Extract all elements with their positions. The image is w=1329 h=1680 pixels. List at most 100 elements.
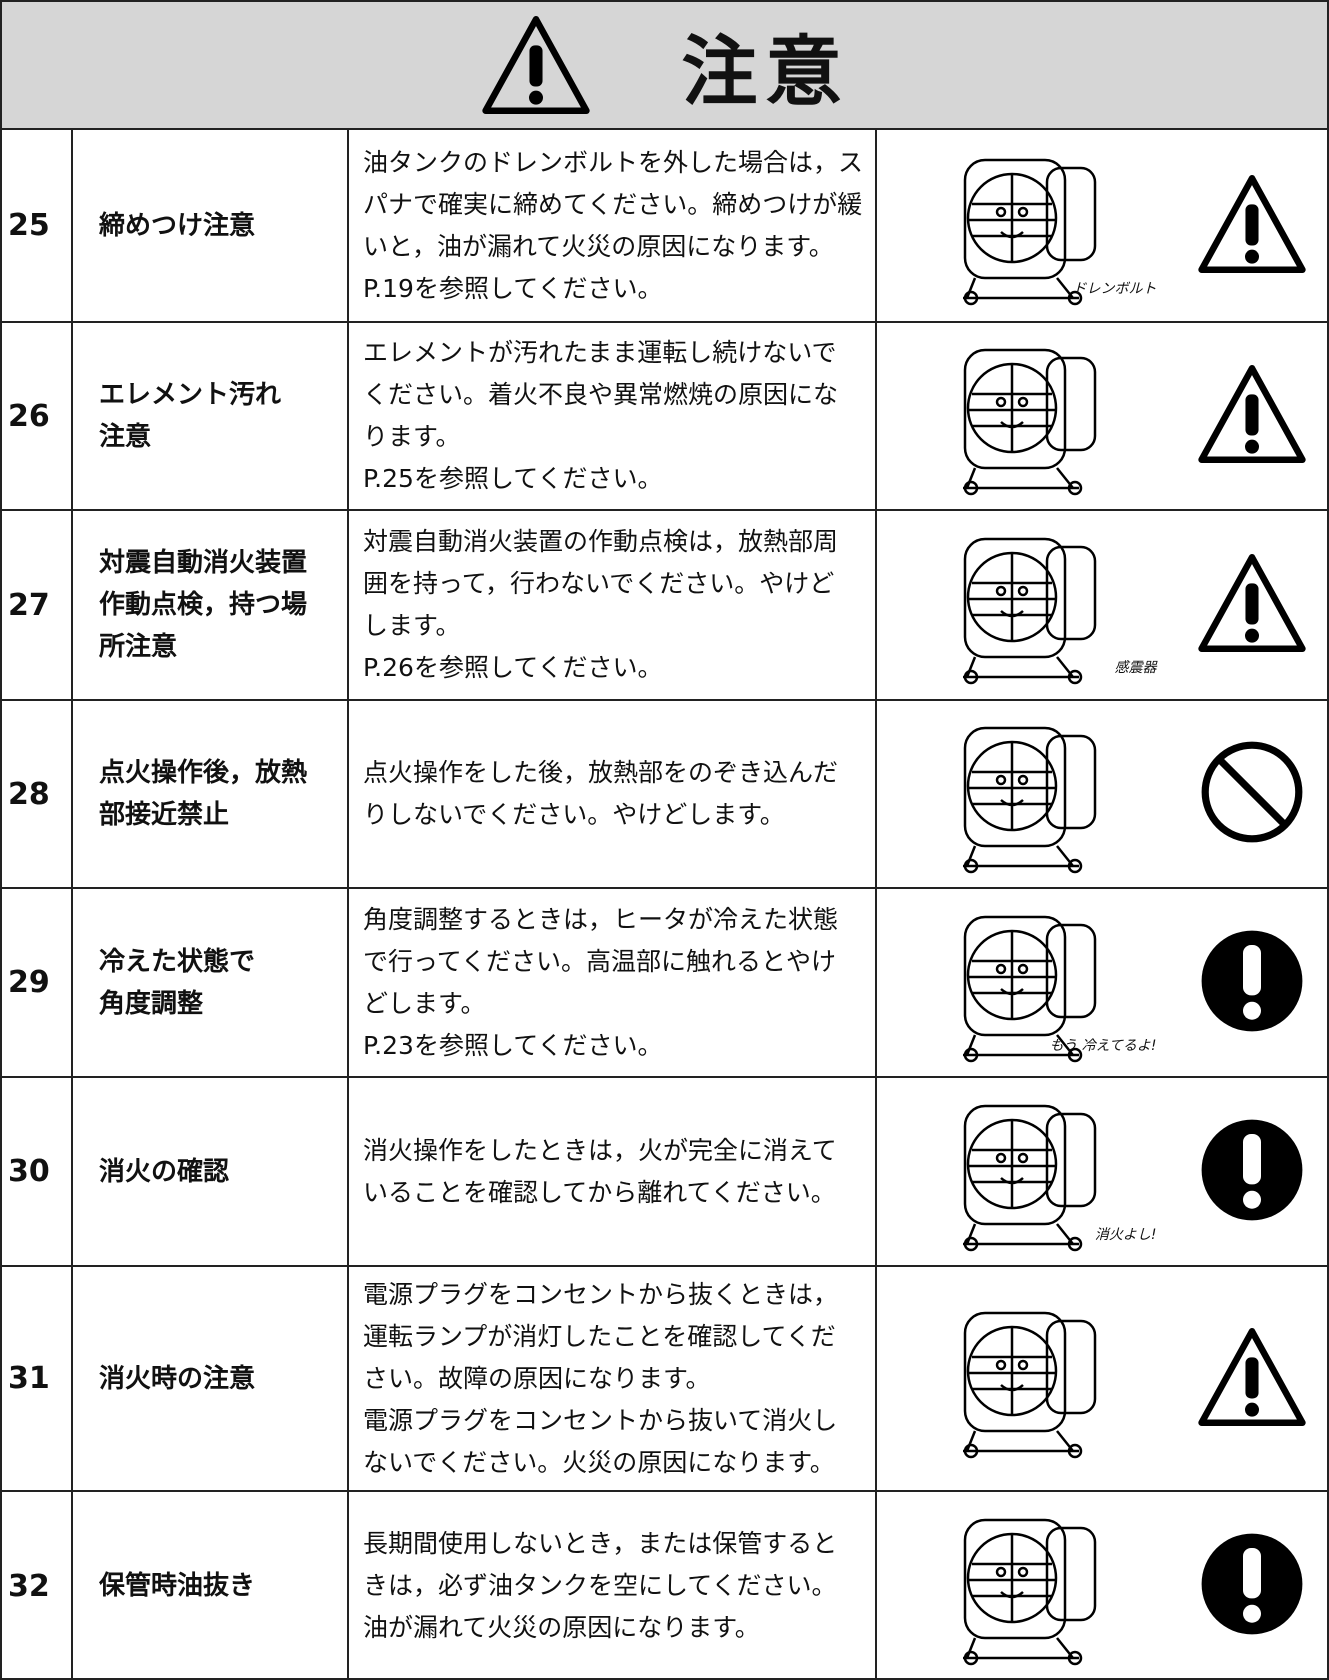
illustration	[897, 714, 1157, 874]
description-line: P.19を参照してください。	[363, 273, 663, 303]
safety-icon	[1196, 738, 1308, 850]
illustration-note: 消火よし!	[1094, 1226, 1157, 1243]
illustration-drawing	[897, 336, 1157, 496]
row-title: 保管時油抜き	[73, 1492, 349, 1680]
description-line: ないでください。火災の原因になります。	[363, 1447, 835, 1477]
table-row: 26 エレメント汚れ 注意 エレメントが汚れたまま運転し続けないで ください。着火不良や…	[2, 323, 1327, 511]
row-number: 28	[2, 701, 73, 887]
illustration: もう 冷えてるよ!	[897, 903, 1157, 1063]
description-line: 長期間使用しないとき，または保管すると	[363, 1529, 838, 1558]
illustration: ドレンボルト	[897, 146, 1157, 306]
illustration	[897, 336, 1157, 496]
table-row: 30 消火の確認 消火操作をしたときは，火が完全に消えて いることを確認してから離れて…	[2, 1078, 1327, 1267]
description-line: エレメントが汚れたまま運転し続けないで	[363, 338, 837, 367]
safety-icon	[1196, 1116, 1308, 1228]
description-line: 電源プラグをコンセントから抜くときは，	[363, 1279, 839, 1309]
description-line: いることを確認してから離れてください。	[363, 1177, 836, 1207]
safety-icon	[1196, 1530, 1308, 1642]
description-line: ください。着火不良や異常燃焼の原因にな	[363, 380, 839, 409]
warning-icon	[480, 13, 592, 117]
illustration-note: ドレンボルト	[1072, 280, 1157, 297]
row-images: 消火よし!	[877, 1078, 1327, 1265]
safety-icon	[1196, 927, 1308, 1039]
illustration	[897, 1506, 1157, 1666]
description-line: します。	[363, 611, 461, 640]
row-number: 29	[2, 889, 73, 1076]
row-images	[877, 1267, 1327, 1490]
safety-icon	[1196, 1323, 1308, 1435]
description-line: 消火操作をしたときは，火が完全に消えて	[363, 1135, 837, 1165]
title-line: 対震自動消火装置	[99, 548, 308, 578]
row-images: もう 冷えてるよ!	[877, 889, 1327, 1076]
illustration: 消火よし!	[897, 1092, 1157, 1252]
title-line: 部接近禁止	[99, 800, 230, 830]
row-number: 32	[2, 1492, 73, 1680]
row-images: ドレンボルト	[877, 130, 1327, 321]
description-line: 電源プラグをコンセントから抜いて消火し	[363, 1405, 838, 1435]
row-title: 締めつけ注意	[73, 130, 349, 321]
safety-icon	[1196, 170, 1308, 282]
row-description: エレメントが汚れたまま運転し続けないで ください。着火不良や異常燃焼の原因にな りま…	[349, 323, 877, 509]
row-description: 長期間使用しないとき，または保管すると きは，必ず油タンクを空にしてください。 油が…	[349, 1492, 877, 1680]
illustration-drawing	[897, 1299, 1157, 1459]
header: 注意	[2, 2, 1327, 130]
row-number: 30	[2, 1078, 73, 1265]
table-row: 32 保管時油抜き 長期間使用しないとき，または保管すると きは，必ず油タンクを空にし…	[2, 1492, 1327, 1680]
row-description: 消火操作をしたときは，火が完全に消えて いることを確認してから離れてください。	[349, 1078, 877, 1265]
row-description: 電源プラグをコンセントから抜くときは， 運転ランプが消灯したことを確認してくだ さい…	[349, 1267, 877, 1490]
description-line: いと，油が漏れて火災の原因になります。	[363, 231, 834, 261]
safety-symbol	[1196, 1530, 1308, 1638]
illustration-note: もう 冷えてるよ!	[1049, 1037, 1157, 1054]
description-line: どします。	[363, 988, 486, 1018]
illustration-drawing	[897, 714, 1157, 874]
title-line: 締めつけ注意	[99, 210, 256, 241]
description-line: 油が漏れて火災の原因になります。	[363, 1613, 760, 1642]
row-images	[877, 701, 1327, 887]
safety-symbol	[1196, 170, 1308, 278]
illustration-note: 感震器	[1114, 660, 1157, 676]
title-line: 作動点検，持つ場	[99, 590, 308, 620]
description-line: P.26を参照してください。	[363, 653, 663, 682]
description-line: P.23を参照してください。	[363, 1030, 663, 1060]
safety-symbol	[1196, 1116, 1308, 1224]
description-line: 角度調整するときは，ヒータが冷えた状態	[363, 904, 839, 934]
row-description: 対震自動消火装置の作動点検は，放熱部周 囲を持って，行わないでください。やけど しま…	[349, 511, 877, 699]
illustration-drawing	[897, 1506, 1157, 1666]
description-line: パナで確実に締めてください。締めつけが緩	[363, 189, 863, 219]
row-title: 消火時の注意	[73, 1267, 349, 1490]
row-number: 27	[2, 511, 73, 699]
table-row: 27 対震自動消火装置 作動点検，持つ場 所注意 対震自動消火装置の作動点検は，放熱部周…	[2, 511, 1327, 701]
row-title: エレメント汚れ 注意	[73, 323, 349, 509]
safety-icon	[1196, 549, 1308, 661]
description-line: きは，必ず油タンクを空にしてください。	[363, 1571, 837, 1600]
row-title: 点火操作後，放熱 部接近禁止	[73, 701, 349, 887]
description-line: P.25を参照してください。	[363, 464, 663, 493]
illustration	[897, 1299, 1157, 1459]
title-line: 消火の確認	[99, 1156, 230, 1187]
title-line: 保管時油抜き	[99, 1571, 256, 1601]
description-line: 囲を持って，行わないでください。やけど	[363, 569, 835, 598]
row-title: 対震自動消火装置 作動点検，持つ場 所注意	[73, 511, 349, 699]
title-line: 注意	[99, 422, 152, 452]
safety-symbol	[1196, 738, 1308, 846]
description-line: さい。故障の原因になります。	[363, 1363, 711, 1393]
row-number: 26	[2, 323, 73, 509]
row-images	[877, 1492, 1327, 1680]
row-description: 角度調整するときは，ヒータが冷えた状態 で行ってください。高温部に触れるとやけ どし…	[349, 889, 877, 1076]
illustration: 感震器	[897, 525, 1157, 685]
title-line: エレメント汚れ	[99, 380, 282, 410]
row-description: 油タンクのドレンボルトを外した場合は，ス パナで確実に締めてください。締めつけが緩…	[349, 130, 877, 321]
title-line: 所注意	[99, 632, 178, 662]
title-line: 冷えた状態で	[99, 946, 256, 977]
description-line: ります。	[363, 422, 461, 451]
table-row: 29 冷えた状態で 角度調整 角度調整するときは，ヒータが冷えた状態 で行ってください。…	[2, 889, 1327, 1078]
row-description: 点火操作をした後，放熱部をのぞき込んだ りしないでください。やけどします。	[349, 701, 877, 887]
description-line: りしないでください。やけどします。	[363, 800, 785, 829]
safety-symbol	[1196, 549, 1308, 657]
safety-symbol	[1196, 360, 1308, 468]
safety-symbol	[1196, 927, 1308, 1035]
table-row: 25 締めつけ注意 油タンクのドレンボルトを外した場合は，ス パナで確実に締めてくださ…	[2, 130, 1327, 323]
row-images: 感震器	[877, 511, 1327, 699]
description-line: 点火操作をした後，放熱部をのぞき込んだ	[363, 758, 839, 787]
